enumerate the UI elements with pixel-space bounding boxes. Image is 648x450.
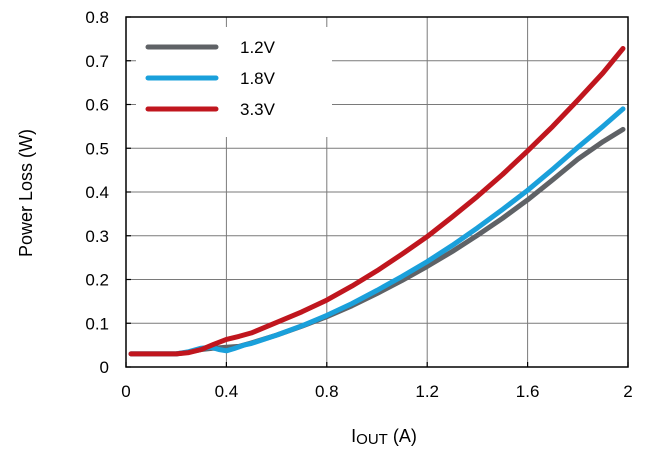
y-tick-label: 0.7 (85, 52, 109, 71)
legend-label: 1.8V (240, 69, 276, 88)
x-tick-label: 1.6 (516, 382, 540, 401)
legend-label: 1.2V (240, 38, 276, 57)
series-line-1.8V (128, 106, 626, 357)
series-line-1.2V (128, 126, 626, 357)
plot-frame (125, 16, 629, 368)
x-tick-label: 0.8 (315, 382, 339, 401)
series-line-3.3V (128, 46, 626, 357)
x-tick-label: 0.4 (215, 382, 239, 401)
legend-label: 3.3V (240, 100, 276, 119)
x-axis-title-unit: (A) (388, 426, 417, 446)
y-tick-label: 0 (100, 358, 109, 377)
x-tick-labels: 0 0.4 0.8 1.2 1.6 2 (121, 382, 632, 401)
x-axis-title-subscript: OUT (356, 431, 388, 448)
y-tick-label: 0.5 (85, 139, 109, 158)
x-tick-label: 0 (121, 382, 130, 401)
x-tick-label: 1.2 (415, 382, 439, 401)
y-tick-labels: 0 0.1 0.2 0.3 0.4 0.5 0.6 0.7 0.8 (85, 8, 109, 377)
y-tick-label: 0.8 (85, 8, 109, 27)
y-tick-label: 0.4 (85, 183, 109, 202)
y-tick-label: 0.2 (85, 271, 109, 290)
legend-background (136, 27, 332, 137)
x-axis-title-main: I (351, 426, 356, 446)
x-tick-label: 2 (623, 382, 632, 401)
y-tick-label: 0.6 (85, 96, 109, 115)
x-axis-title: IOUT (A) (351, 426, 417, 448)
series-lines (128, 46, 626, 357)
y-tick-label: 0.1 (85, 314, 109, 333)
legend: 1.2V 1.8V 3.3V (136, 27, 332, 137)
y-axis-title: Power Loss (W) (16, 129, 36, 257)
y-tick-label: 0.3 (85, 227, 109, 246)
